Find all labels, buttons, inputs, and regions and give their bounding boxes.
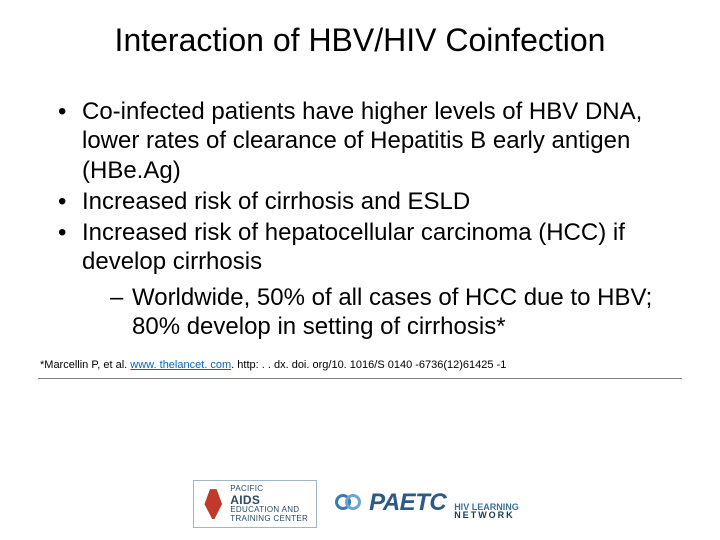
- tag-line2: NETWORK: [454, 511, 519, 520]
- ribbon-icon: [202, 489, 224, 519]
- ring-icon: [345, 494, 361, 510]
- pacific-aids-text: PACIFIC AIDS Education and Training Cent…: [230, 485, 308, 523]
- pacific-aids-logo: PACIFIC AIDS Education and Training Cent…: [193, 480, 317, 528]
- paetc-logo: PAETC HIV LEARNING NETWORK: [327, 485, 527, 524]
- rings-icon: [335, 494, 361, 510]
- citation-suffix: . http: . . dx. doi. org/10. 1016/S 0140…: [231, 359, 506, 371]
- citation-link[interactable]: www. thelancet. com: [130, 359, 231, 371]
- sub-bullet-list: Worldwide, 50% of all cases of HCC due t…: [82, 283, 682, 342]
- bullet-item: Increased risk of cirrhosis and ESLD: [58, 187, 682, 216]
- bullet-text: Increased risk of hepatocellular carcino…: [82, 219, 625, 275]
- slide-title: Interaction of HBV/HIV Coinfection: [38, 22, 682, 59]
- bullet-text: Increased risk of cirrhosis and ESLD: [82, 188, 470, 215]
- divider: [38, 378, 682, 379]
- slide: Interaction of HBV/HIV Coinfection Co-in…: [0, 0, 720, 540]
- bullet-item: Co-infected patients have higher levels …: [58, 97, 682, 185]
- citation: *Marcellin P, et al. www. thelancet. com…: [38, 359, 682, 372]
- bullet-list: Co-infected patients have higher levels …: [38, 97, 682, 341]
- sub-bullet-text: Worldwide, 50% of all cases of HCC due t…: [132, 284, 652, 340]
- hiv-learning-tag: HIV LEARNING NETWORK: [454, 503, 519, 520]
- sub-bullet-item: Worldwide, 50% of all cases of HCC due t…: [110, 283, 682, 342]
- citation-prefix: *Marcellin P, et al.: [40, 359, 130, 371]
- footer-logos: PACIFIC AIDS Education and Training Cent…: [0, 480, 720, 528]
- logo-a-line4: Training Center: [230, 515, 308, 523]
- bullet-text: Co-infected patients have higher levels …: [82, 98, 642, 184]
- paetc-brand: PAETC: [369, 489, 446, 517]
- bullet-item: Increased risk of hepatocellular carcino…: [58, 218, 682, 341]
